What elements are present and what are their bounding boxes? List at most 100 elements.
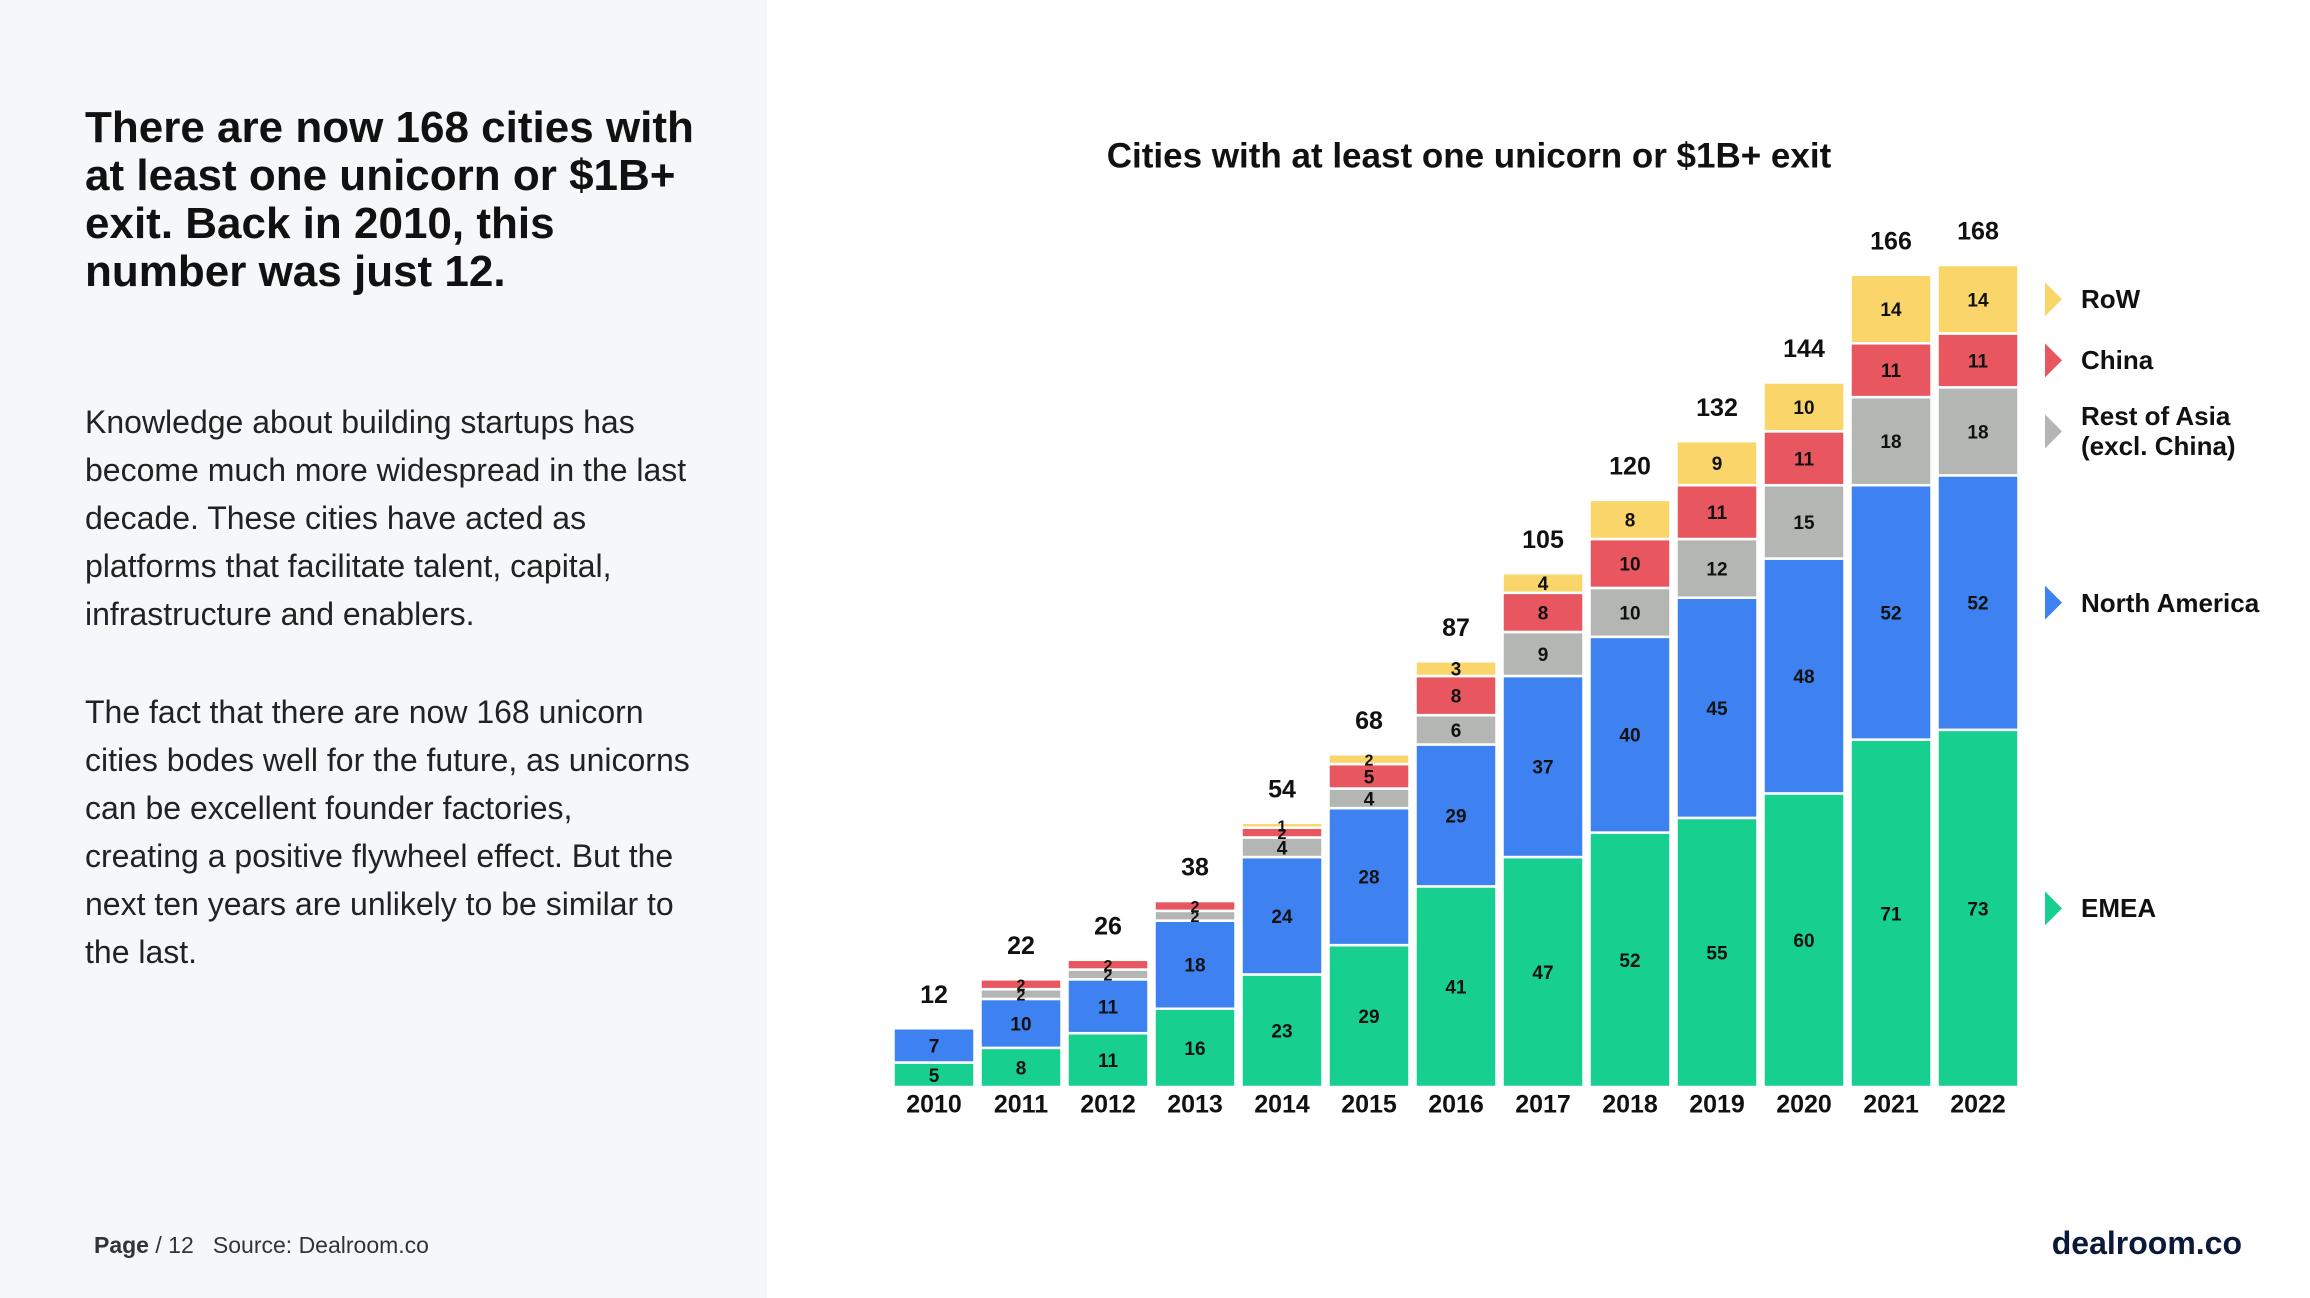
total-label: 12 [920, 981, 948, 1009]
value-label: 2 [1104, 968, 1113, 985]
total-label: 105 [1522, 526, 1564, 554]
value-label: 5 [929, 1066, 940, 1087]
value-label: 8 [1016, 1058, 1027, 1079]
value-label: 11 [1881, 361, 1902, 382]
bar-segment [1936, 386, 2020, 477]
legend-marker [2045, 343, 2062, 378]
value-label: 16 [1184, 1039, 1205, 1060]
value-label: 11 [1968, 351, 1989, 372]
x-tick-label: 2019 [1689, 1091, 1745, 1119]
value-label: 45 [1706, 699, 1728, 720]
bar-segment [1936, 332, 2020, 389]
page-number: / 12 [155, 1232, 194, 1258]
value-label: 2 [1365, 752, 1374, 769]
value-label: 48 [1793, 667, 1814, 688]
x-tick-label: 2015 [1341, 1091, 1397, 1119]
bar-segment [1849, 395, 1933, 487]
value-label: 24 [1271, 907, 1293, 928]
bar-segment [892, 1027, 976, 1064]
bar-segment [1588, 498, 1672, 541]
value-label: 11 [1794, 449, 1815, 470]
x-tick-label: 2013 [1167, 1091, 1223, 1119]
value-label: 14 [1967, 290, 1989, 311]
bar-segment [1414, 885, 1498, 1089]
value-label: 28 [1358, 868, 1379, 889]
value-label: 29 [1358, 1007, 1379, 1028]
value-label: 6 [1451, 721, 1462, 742]
legend-label: North America [2081, 587, 2260, 618]
value-label: 4 [1538, 574, 1549, 595]
paragraph: Knowledge about building startups has be… [85, 404, 687, 632]
total-label: 38 [1181, 854, 1209, 882]
bar-segment [1327, 943, 1411, 1089]
value-label: 2 [1278, 826, 1287, 843]
bar-segment [1762, 483, 1846, 560]
bar-segment [1936, 474, 2020, 732]
value-label: 18 [1880, 432, 1901, 453]
total-label: 68 [1355, 707, 1383, 735]
bar-segment [1849, 738, 1933, 1089]
bar-segment [1762, 430, 1846, 487]
value-label: 55 [1706, 943, 1728, 964]
bar-segment [1066, 958, 1150, 971]
value-label: 2 [1017, 987, 1026, 1004]
bar-segment [1588, 586, 1672, 639]
value-label: 4 [1364, 789, 1375, 810]
value-label: 2 [1191, 899, 1200, 916]
value-label: 29 [1445, 806, 1466, 827]
value-label: 9 [1538, 645, 1549, 666]
total-label: 144 [1783, 335, 1825, 363]
value-label: 9 [1712, 454, 1723, 475]
value-label: 10 [1619, 554, 1640, 575]
value-label: 2 [1104, 958, 1113, 975]
bar-segment [1153, 899, 1237, 913]
value-label: 1 [1278, 818, 1287, 835]
value-label: 10 [1793, 398, 1814, 419]
bar-segment [1588, 831, 1672, 1089]
value-label: 5 [1364, 767, 1375, 788]
bar-segment [1588, 537, 1672, 590]
chart-title: Cities with at least one unicorn or $1B+… [1107, 136, 1832, 175]
bar-segment [1240, 821, 1324, 829]
value-label: 8 [1451, 687, 1462, 708]
value-label: 41 [1445, 978, 1467, 999]
total-label: 22 [1007, 932, 1035, 960]
value-label: 11 [1098, 1051, 1119, 1072]
bar-segment [1588, 635, 1672, 834]
value-label: 8 [1625, 510, 1636, 531]
value-label: 37 [1532, 758, 1553, 779]
total-label: 87 [1442, 614, 1470, 642]
total-label: 26 [1094, 912, 1122, 940]
legend-marker [2045, 585, 2062, 620]
value-label: 15 [1793, 513, 1815, 534]
value-label: 60 [1793, 931, 1814, 952]
value-label: 11 [1098, 997, 1119, 1018]
source: Source: Dealroom.co [212, 1232, 429, 1258]
bar-segment [1675, 596, 1759, 820]
bar-segment [979, 978, 1063, 991]
x-tick-label: 2020 [1776, 1091, 1832, 1119]
value-label: 14 [1880, 300, 1902, 321]
bar-segment [1675, 537, 1759, 599]
legend-marker [2045, 282, 2062, 317]
x-tick-label: 2011 [994, 1091, 1048, 1119]
total-label: 168 [1957, 218, 1999, 246]
bar-segment [1327, 806, 1411, 947]
x-tick-label: 2017 [1515, 1091, 1571, 1119]
left-panel: There are now 168 cities with at least o… [0, 0, 767, 1298]
value-label: 11 [1707, 503, 1728, 524]
x-tick-label: 2018 [1602, 1091, 1658, 1119]
legend-label: Rest of Asia (excl. China) [2081, 401, 2236, 462]
value-label: 23 [1271, 1022, 1292, 1043]
value-label: 40 [1619, 726, 1640, 747]
value-label: 52 [1619, 951, 1640, 972]
bar-segment [1675, 439, 1759, 487]
value-label: 10 [1010, 1014, 1031, 1035]
legend-label: EMEA [2081, 893, 2157, 924]
value-label: 2 [1017, 977, 1026, 994]
bar-segment [1849, 483, 1933, 741]
bar-segment [1762, 381, 1846, 433]
bar-segment [1153, 1007, 1237, 1089]
